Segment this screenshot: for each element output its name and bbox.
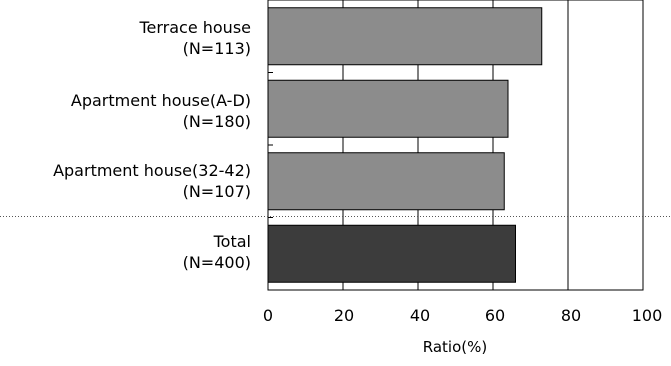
category-label: Total (N=400) — [183, 231, 251, 273]
category-label: Apartment house(32-42) (N=107) — [53, 160, 251, 202]
category-label: Apartment house(A-D) (N=180) — [71, 90, 251, 132]
category-count: (N=400) — [182, 253, 251, 272]
category-count: (N=113) — [182, 39, 251, 58]
bar-layer — [0, 7, 671, 283]
bar — [267, 79, 509, 138]
bar — [267, 152, 505, 211]
category-count: (N=180) — [182, 112, 251, 131]
category-name: Total — [213, 232, 251, 251]
x-tick-label: 80 — [560, 306, 582, 325]
category-name: Apartment house(A-D) — [70, 91, 251, 110]
x-tick-label: 60 — [484, 306, 506, 325]
bar — [267, 7, 543, 66]
x-axis-title: Ratio(%) — [422, 338, 488, 356]
category-count: (N=107) — [182, 182, 251, 201]
x-tick-label: 20 — [333, 306, 355, 325]
category-name: Apartment house(32-42) — [53, 161, 251, 180]
category-name: Terrace house — [139, 18, 251, 37]
bar — [267, 224, 516, 283]
category-label: Terrace house (N=113) — [139, 17, 251, 59]
x-tick-label: 100 — [631, 306, 663, 325]
x-tick-label: 40 — [409, 306, 431, 325]
x-tick-label: 0 — [262, 306, 274, 325]
